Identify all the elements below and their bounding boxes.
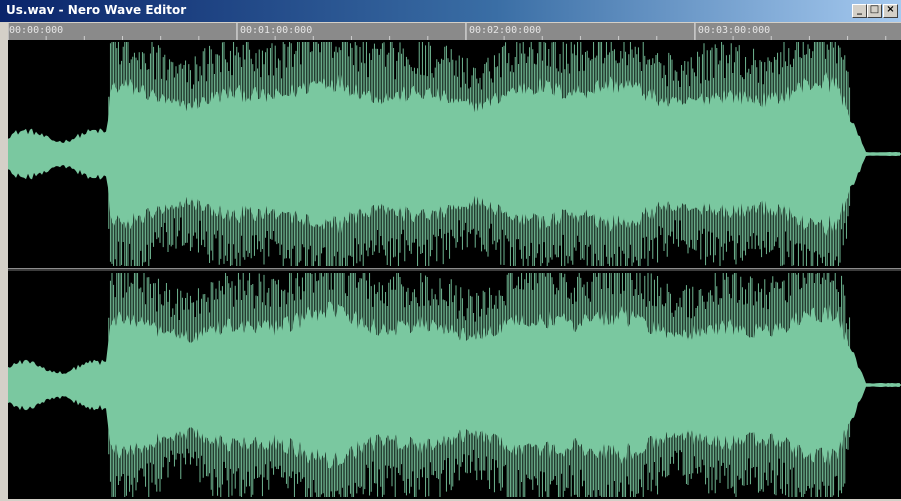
ruler-label-1: 00:01:00:000 (239, 25, 313, 36)
left-frame (0, 23, 8, 501)
ruler-label-0: 00:00:000 (9, 25, 64, 36)
minimize-button[interactable]: _ (852, 4, 867, 18)
title-bar[interactable]: Us.wav - Nero Wave Editor _ □ × (0, 0, 901, 22)
ruler-label-2: 00:02:00:000 (468, 25, 542, 36)
ruler-ticks (8, 23, 887, 40)
channel-left[interactable] (8, 40, 901, 268)
waveform-peaks (108, 42, 851, 266)
waveform-right (8, 273, 901, 497)
maximize-icon: □ (869, 4, 880, 15)
channel-divider (8, 268, 901, 271)
close-button[interactable]: × (883, 4, 898, 18)
waveform-left (8, 42, 901, 266)
minimize-icon: _ (857, 4, 862, 15)
maximize-button[interactable]: □ (867, 4, 882, 18)
time-ruler[interactable]: 00:00:000 00:01:00:000 00:02:00:000 00:0… (8, 23, 901, 41)
waveform-area[interactable] (8, 40, 901, 499)
window-title: Us.wav - Nero Wave Editor (6, 3, 187, 17)
channel-right[interactable] (8, 271, 901, 499)
close-icon: × (886, 4, 895, 15)
ruler-label-3: 00:03:00:000 (697, 25, 771, 36)
waveform-peaks (108, 273, 851, 497)
